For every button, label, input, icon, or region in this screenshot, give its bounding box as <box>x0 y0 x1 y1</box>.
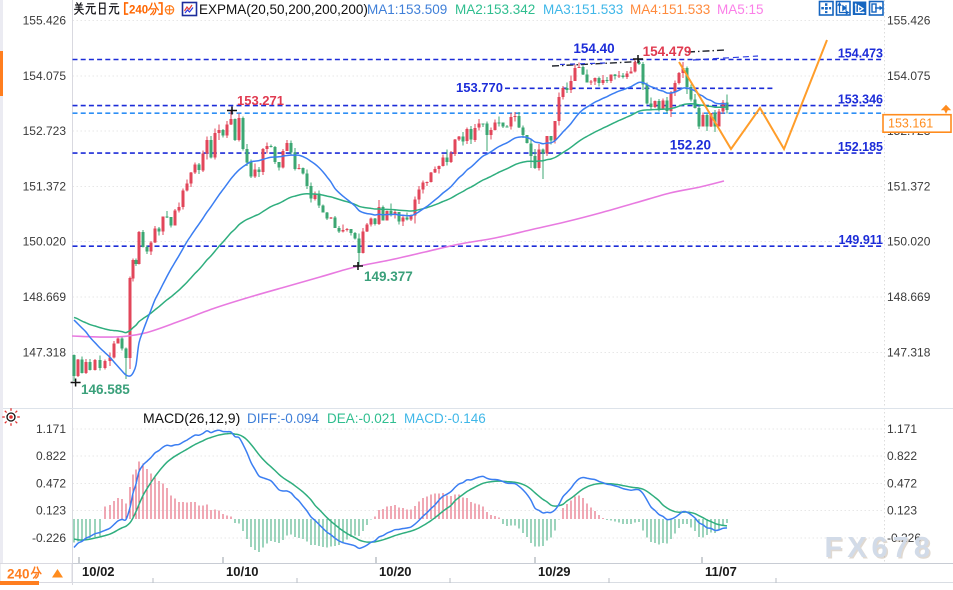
svg-text:0.472: 0.472 <box>887 476 917 490</box>
svg-text:EXPMA(20,50,200,200,200): EXPMA(20,50,200,200,200) <box>199 2 368 17</box>
svg-text:1.171: 1.171 <box>36 422 66 436</box>
svg-text:11/07: 11/07 <box>705 564 737 579</box>
svg-text:FX678: FX678 <box>826 534 936 566</box>
svg-text:0.822: 0.822 <box>887 449 917 463</box>
svg-text:0.123: 0.123 <box>887 504 917 518</box>
svg-text:-0.226: -0.226 <box>887 531 921 545</box>
svg-text:240: 240 <box>7 567 30 582</box>
svg-text:MACD(26,12,9): MACD(26,12,9) <box>143 410 240 426</box>
svg-text:154.473: 154.473 <box>838 46 883 60</box>
svg-text:0.822: 0.822 <box>36 449 66 463</box>
svg-text:MA1:153.509: MA1:153.509 <box>367 2 447 17</box>
svg-text:0.472: 0.472 <box>36 476 66 490</box>
svg-text:10/29: 10/29 <box>538 564 571 579</box>
svg-text:154.075: 154.075 <box>23 69 67 83</box>
svg-text:DEA:-0.021: DEA:-0.021 <box>327 411 397 426</box>
svg-text:10/10: 10/10 <box>226 564 259 579</box>
svg-text:154.40: 154.40 <box>573 41 614 56</box>
svg-text:153.346: 153.346 <box>838 93 883 107</box>
svg-text:10/02: 10/02 <box>82 564 115 579</box>
svg-text:155.426: 155.426 <box>23 14 67 28</box>
svg-text:154.075: 154.075 <box>887 69 931 83</box>
svg-text:146.585: 146.585 <box>81 382 130 397</box>
svg-text:147.318: 147.318 <box>887 345 931 359</box>
svg-text:152.185: 152.185 <box>838 140 883 154</box>
svg-text:MACD:-0.146: MACD:-0.146 <box>404 411 486 426</box>
svg-text:MA3:151.533: MA3:151.533 <box>543 2 623 17</box>
svg-text:149.911: 149.911 <box>839 233 884 247</box>
svg-text:151.372: 151.372 <box>887 179 931 193</box>
svg-text:1.171: 1.171 <box>887 422 917 436</box>
svg-text:MA4:151.533: MA4:151.533 <box>630 2 710 17</box>
svg-text:150.020: 150.020 <box>887 235 931 249</box>
svg-text:FX678: FX678 <box>825 532 935 564</box>
svg-text:155.426: 155.426 <box>887 14 931 28</box>
svg-text:MA5:15: MA5:15 <box>717 2 764 17</box>
svg-text:DIFF:-0.094: DIFF:-0.094 <box>247 411 320 426</box>
svg-text:152.723: 152.723 <box>23 124 67 138</box>
svg-text:240: 240 <box>129 5 148 17</box>
svg-text:148.669: 148.669 <box>23 290 67 304</box>
svg-text:152.20: 152.20 <box>670 138 711 153</box>
svg-text:151.372: 151.372 <box>23 179 67 193</box>
svg-text:153.161: 153.161 <box>888 117 933 131</box>
svg-text:MA2:153.342: MA2:153.342 <box>455 2 535 17</box>
svg-text:149.377: 149.377 <box>364 269 413 284</box>
svg-text:154.479: 154.479 <box>643 44 692 59</box>
svg-text:10/20: 10/20 <box>379 564 412 579</box>
svg-text:153.271: 153.271 <box>237 93 284 108</box>
svg-text:150.020: 150.020 <box>23 235 67 249</box>
svg-text:148.669: 148.669 <box>887 290 931 304</box>
svg-text:153.770: 153.770 <box>456 80 503 95</box>
svg-text:147.318: 147.318 <box>23 345 67 359</box>
svg-text:-0.226: -0.226 <box>32 531 66 545</box>
svg-text:0.123: 0.123 <box>36 504 66 518</box>
